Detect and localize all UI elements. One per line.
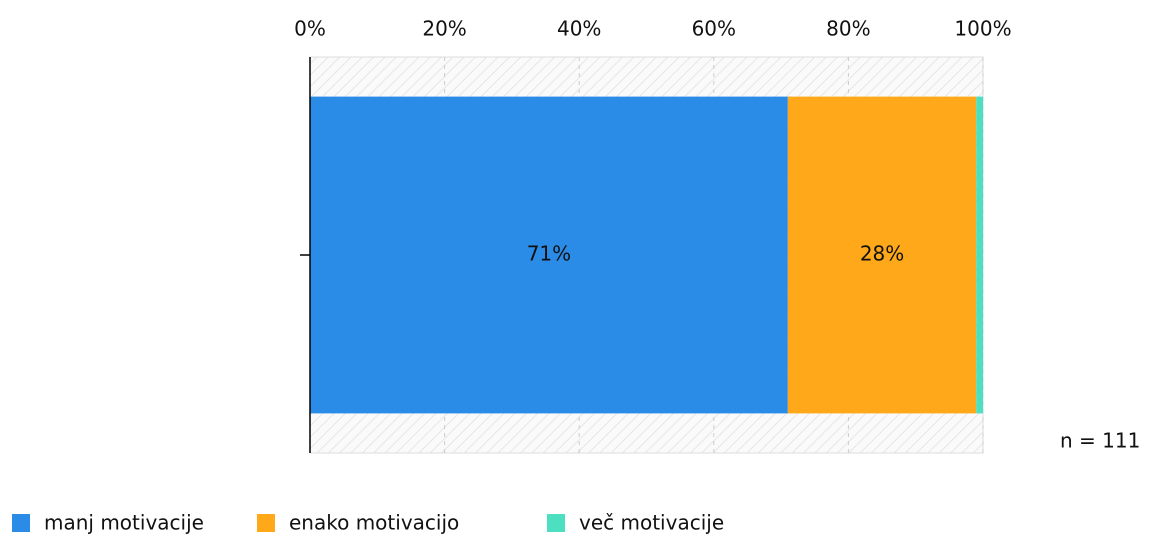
x-tick-label: 20% [422,17,466,41]
x-tick-label: 40% [557,17,601,41]
x-tick-label: 60% [692,17,736,41]
legend-label: manj motivacije [44,511,204,535]
legend-swatch [547,514,565,532]
x-tick-label: 0% [294,17,326,41]
legend-label: enako motivacijo [289,511,459,535]
bar-segment [976,96,983,414]
annotation: n = 111 [1060,429,1140,453]
bar-segment [787,96,977,414]
legend-swatch [257,514,275,532]
x-tick-label: 100% [954,17,1011,41]
legend-label: več motivacije [579,511,724,535]
data-label: 28% [860,242,904,266]
legend-swatch [12,514,30,532]
x-tick-label: 80% [826,17,870,41]
bar-segment [310,96,788,414]
data-label: 71% [527,242,571,266]
